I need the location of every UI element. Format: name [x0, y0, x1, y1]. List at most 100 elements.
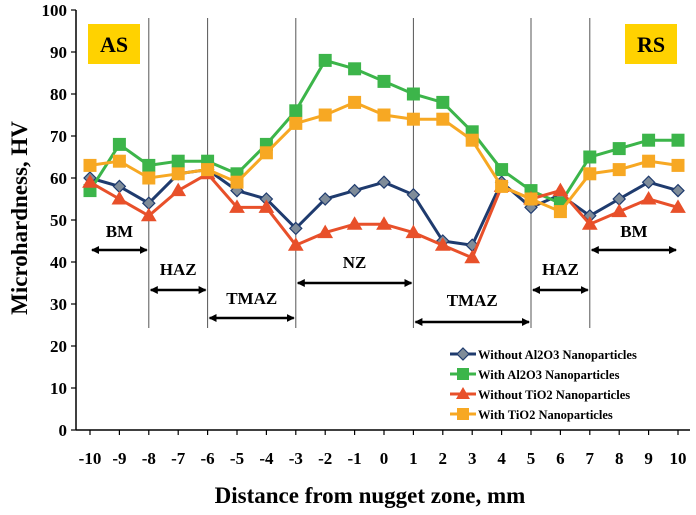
legend-marker [456, 347, 470, 361]
y-tick-label: 20 [50, 337, 67, 356]
data-point [552, 182, 569, 197]
data-point [583, 150, 597, 164]
x-tick-label: -2 [318, 449, 332, 468]
data-point [642, 133, 656, 147]
data-point [436, 95, 450, 109]
data-point [348, 95, 362, 109]
data-point [612, 192, 627, 206]
data-point [611, 203, 628, 218]
data-point [82, 174, 98, 188]
data-point [581, 216, 598, 230]
x-tick-label: 2 [439, 449, 448, 468]
data-point [377, 175, 391, 190]
zone-label: TMAZ [447, 291, 498, 310]
x-tick-label: -10 [79, 449, 102, 468]
data-point [229, 199, 245, 213]
y-tick-label: 10 [50, 379, 67, 398]
data-point [346, 216, 363, 230]
data-point [317, 224, 334, 239]
data-point [171, 154, 185, 168]
legend-label: With TiO2 Nanoparticles [478, 408, 613, 422]
data-point [553, 205, 567, 219]
data-point [287, 237, 304, 251]
data-point [405, 224, 422, 239]
x-tick-label: 1 [409, 449, 418, 468]
data-point [347, 183, 362, 198]
series-layer [82, 53, 686, 264]
data-point [230, 175, 244, 189]
data-point [318, 108, 332, 122]
y-tick-label: 40 [50, 253, 67, 272]
y-tick-label: 60 [50, 169, 67, 188]
data-point [671, 183, 685, 198]
data-point [670, 199, 686, 213]
zone-annotations: BM HAZ TMAZ NZ TMAZ HAZ BM [91, 18, 677, 328]
x-tick-label: 4 [497, 449, 506, 468]
legend-label: Without TiO2 Nanoparticles [478, 388, 630, 402]
zone-label: NZ [343, 253, 367, 272]
zone-label: HAZ [160, 260, 197, 279]
data-point [201, 163, 215, 177]
legend-item: With TiO2 Nanoparticles [450, 408, 613, 422]
data-point [641, 175, 656, 190]
x-tick-label: 3 [468, 449, 477, 468]
data-point [406, 112, 420, 126]
legend-marker [457, 368, 469, 380]
y-tick-label: 70 [50, 127, 67, 146]
rs-label-box [625, 24, 677, 64]
data-point [170, 182, 187, 197]
data-point [377, 74, 391, 88]
x-tick-label: -5 [230, 449, 244, 468]
legend-marker [457, 408, 469, 420]
x-tick-label: -9 [112, 449, 126, 468]
data-point [376, 216, 392, 230]
legend-item: Without TiO2 Nanoparticles [450, 387, 630, 402]
data-point [140, 207, 157, 222]
x-tick-label: -3 [289, 449, 303, 468]
data-point [112, 179, 127, 194]
y-tick-label: 100 [42, 1, 68, 20]
data-point [406, 187, 421, 202]
data-point [436, 112, 450, 126]
data-point [377, 108, 391, 122]
data-point [259, 146, 273, 160]
data-point [612, 142, 626, 156]
y-tick-label: 0 [59, 421, 68, 440]
x-tick-label: 6 [556, 449, 565, 468]
zone-label: BM [620, 222, 647, 241]
data-point [583, 167, 597, 181]
zone-label: TMAZ [226, 289, 277, 308]
data-point [495, 179, 509, 193]
x-axis-title: Distance from nugget zone, mm [215, 483, 526, 508]
data-point [318, 192, 333, 206]
data-point [318, 53, 332, 67]
side-labels: AS RS [88, 24, 677, 64]
x-tick-label: -4 [259, 449, 274, 468]
data-point [671, 158, 685, 172]
data-point [111, 191, 128, 205]
y-tick-label: 30 [50, 295, 67, 314]
data-point [171, 167, 185, 181]
legend-marker [456, 387, 470, 399]
data-point [434, 237, 451, 251]
rs-label: RS [637, 32, 665, 57]
y-tick-label: 90 [50, 43, 67, 62]
x-tick-label: 5 [527, 449, 536, 468]
data-point [406, 87, 420, 101]
x-tick-label: 7 [586, 449, 595, 468]
data-point [465, 133, 479, 147]
data-point [258, 199, 275, 213]
series-3 [83, 95, 685, 219]
y-tick-label: 80 [50, 85, 67, 104]
data-point [464, 249, 481, 264]
x-tick-label: 9 [644, 449, 653, 468]
as-label-box [88, 24, 140, 64]
data-point [612, 163, 626, 177]
x-tick-label: -1 [348, 449, 362, 468]
data-point [495, 163, 509, 177]
zone-label: HAZ [542, 260, 579, 279]
data-point [289, 104, 303, 118]
data-point [142, 158, 156, 172]
